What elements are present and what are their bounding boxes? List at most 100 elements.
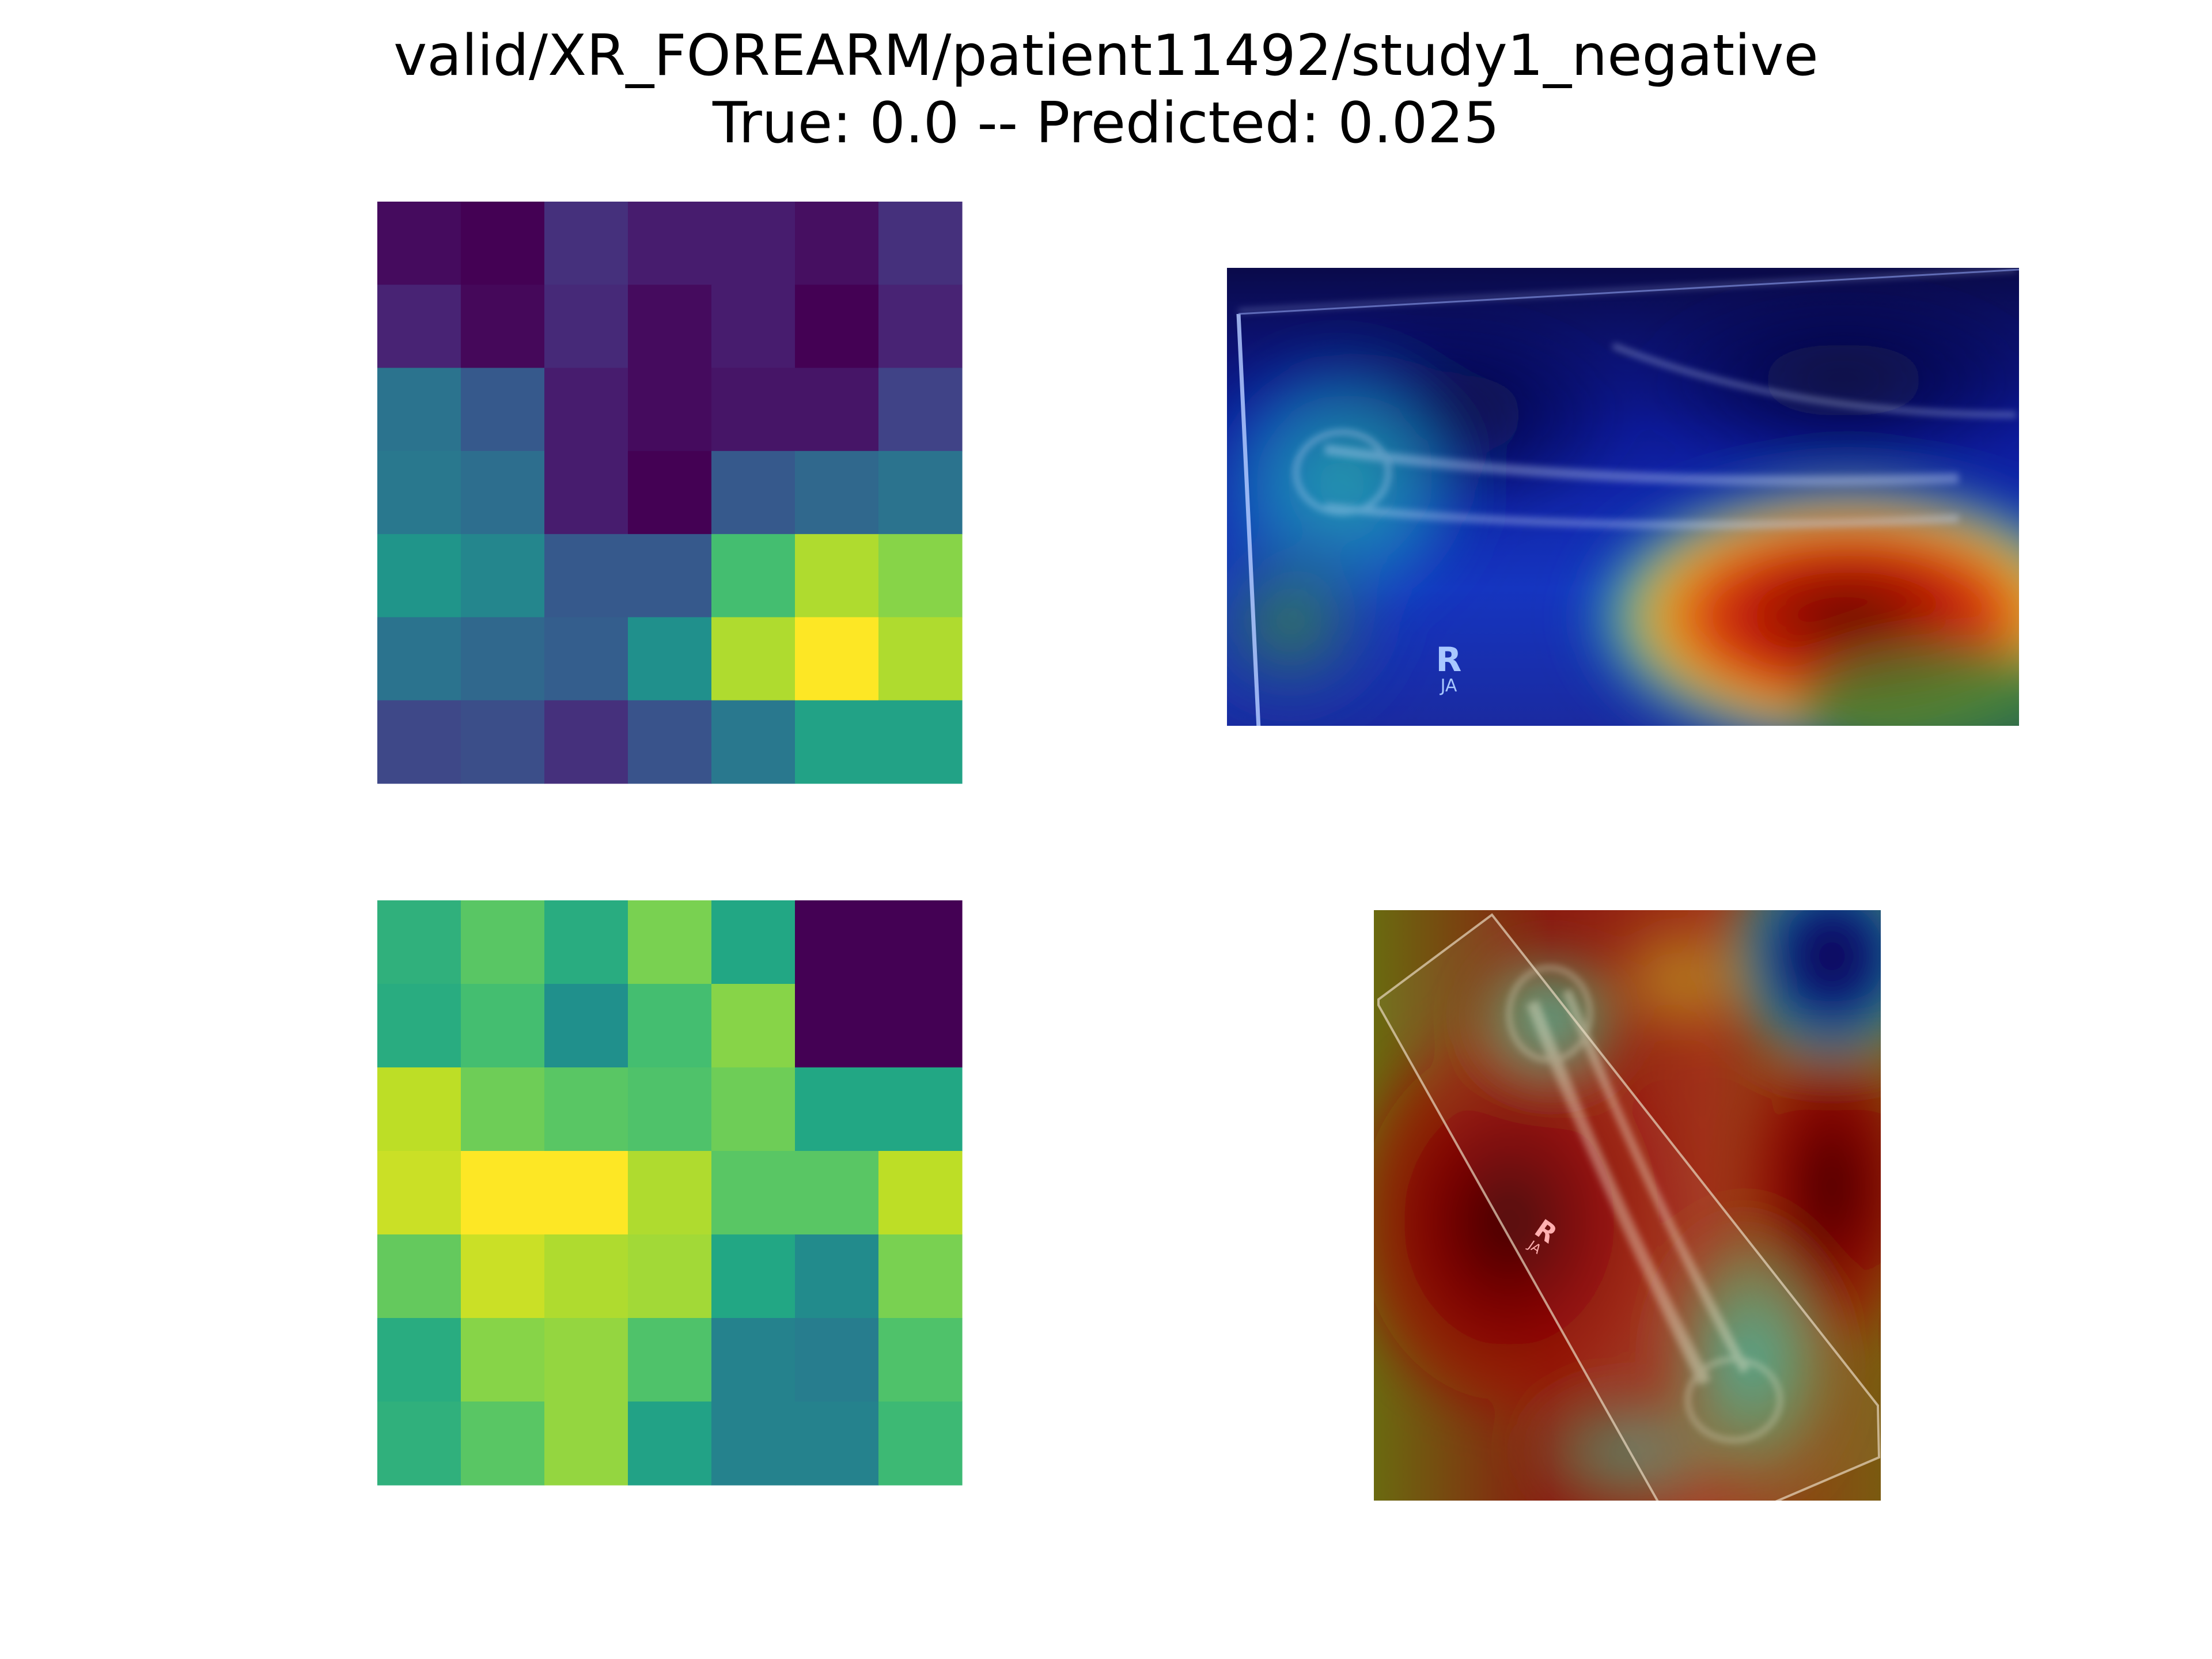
heatmap-cell	[544, 617, 628, 701]
heatmap-cell	[377, 1067, 461, 1152]
heatmap-cell	[878, 1402, 963, 1486]
heatmap-cell	[878, 700, 963, 784]
heatmap-cell	[628, 1151, 712, 1235]
heatmap-cell	[628, 1234, 712, 1319]
heatmap-cell	[377, 984, 461, 1068]
heatmap-cell	[544, 1151, 628, 1235]
heatmap-cell	[461, 1067, 545, 1152]
heatmap-cell	[711, 285, 796, 369]
heatmap-cell	[628, 368, 712, 452]
heatmap-cell	[461, 1318, 545, 1402]
heatmap-cell	[878, 984, 963, 1068]
xray-heat-overlay-bottom-right: R JA	[1374, 910, 1881, 1501]
heatmap-cell	[544, 202, 628, 285]
heatmap-cell	[795, 617, 879, 701]
heatmap-cell	[795, 285, 879, 369]
heatmap-cell	[878, 534, 963, 618]
heatmap-cell	[795, 1318, 879, 1402]
heatmap-cell	[711, 368, 796, 452]
heatmap-cell	[711, 1318, 796, 1402]
heatmap-cell	[377, 1234, 461, 1319]
heatmap-cell	[377, 534, 461, 618]
heatmap-cell	[795, 700, 879, 784]
heatmap-cell	[795, 900, 879, 984]
heatmap-cell	[628, 202, 712, 285]
heatmap-cell	[461, 900, 545, 984]
heatmap-cell	[711, 984, 796, 1068]
heatmap-cell	[377, 450, 461, 535]
heatmap-cell	[878, 285, 963, 369]
heatmap-cell	[544, 450, 628, 535]
heatmap-cell	[711, 1067, 796, 1152]
heatmap-cell	[377, 617, 461, 701]
heatmap-cell	[711, 534, 796, 618]
heatmap-cell	[628, 534, 712, 618]
heatmap-cell	[711, 1402, 796, 1486]
heatmap-cell	[628, 1402, 712, 1486]
heatmap-cell	[878, 368, 963, 452]
heatmap-cell	[544, 700, 628, 784]
heatmap-cell	[628, 1067, 712, 1152]
heatmap-cell	[377, 1318, 461, 1402]
heatmap-cell	[628, 900, 712, 984]
heatmap-cell	[878, 1318, 963, 1402]
heatmap-cell	[711, 617, 796, 701]
heatmap-cell	[711, 900, 796, 984]
figure-title: valid/XR_FOREARM/patient11492/study1_neg…	[393, 23, 1819, 89]
heatmap-cell	[711, 700, 796, 784]
heatmap-cell	[795, 368, 879, 452]
heatmap-cell	[544, 368, 628, 452]
heatmap-cell	[795, 1151, 879, 1235]
heatmap-cell	[461, 1234, 545, 1319]
heatmap-cell	[461, 1402, 545, 1486]
heatmap-cell	[878, 202, 963, 285]
heatmap-bottom-left	[377, 900, 963, 1486]
figure-subtitle: True: 0.0 -- Predicted: 0.025	[713, 90, 1499, 156]
heatmap-cell	[795, 202, 879, 285]
heatmap-cell	[711, 450, 796, 535]
heatmap-cell	[544, 534, 628, 618]
heatmap-cell	[544, 1402, 628, 1486]
heatmap-cell	[628, 984, 712, 1068]
heatmap-cell	[628, 700, 712, 784]
heatmap-cell	[377, 202, 461, 285]
heatmap-cell	[711, 1151, 796, 1235]
heatmap-cell	[795, 1402, 879, 1486]
heatmap-cell	[628, 1318, 712, 1402]
heatmap-cell	[461, 285, 545, 369]
heatmap-cell	[461, 202, 545, 285]
heatmap-cell	[795, 1067, 879, 1152]
xray-marker-ja: JA	[1440, 676, 1457, 696]
heatmap-cell	[377, 368, 461, 452]
heatmap-cell	[377, 700, 461, 784]
xray-heat-overlay-top-right: R JA	[1227, 268, 2019, 726]
heatmap-cell	[795, 984, 879, 1068]
heatmap-cell	[544, 285, 628, 369]
heatmap-cell	[711, 1234, 796, 1319]
heatmap-top-left	[377, 202, 963, 784]
heatmap-cell	[878, 617, 963, 701]
xray-marker-r: R	[1436, 640, 1462, 679]
heatmap-cell	[461, 450, 545, 535]
heatmap-cell	[461, 700, 545, 784]
heatmap-cell	[461, 617, 545, 701]
heatmap-cell	[461, 1151, 545, 1235]
heatmap-cell	[878, 900, 963, 984]
heatmap-cell	[711, 202, 796, 285]
heatmap-cell	[628, 285, 712, 369]
heatmap-cell	[544, 900, 628, 984]
heatmap-cell	[795, 450, 879, 535]
heatmap-cell	[878, 1234, 963, 1319]
heatmap-cell	[377, 1151, 461, 1235]
heatmap-cell	[544, 984, 628, 1068]
heatmap-cell	[878, 1067, 963, 1152]
heatmap-cell	[544, 1067, 628, 1152]
heatmap-cell	[795, 534, 879, 618]
heatmap-cell	[377, 900, 461, 984]
heatmap-cell	[461, 368, 545, 452]
heatmap-cell	[544, 1318, 628, 1402]
heatmap-cell	[795, 1234, 879, 1319]
heatmap-cell	[377, 285, 461, 369]
